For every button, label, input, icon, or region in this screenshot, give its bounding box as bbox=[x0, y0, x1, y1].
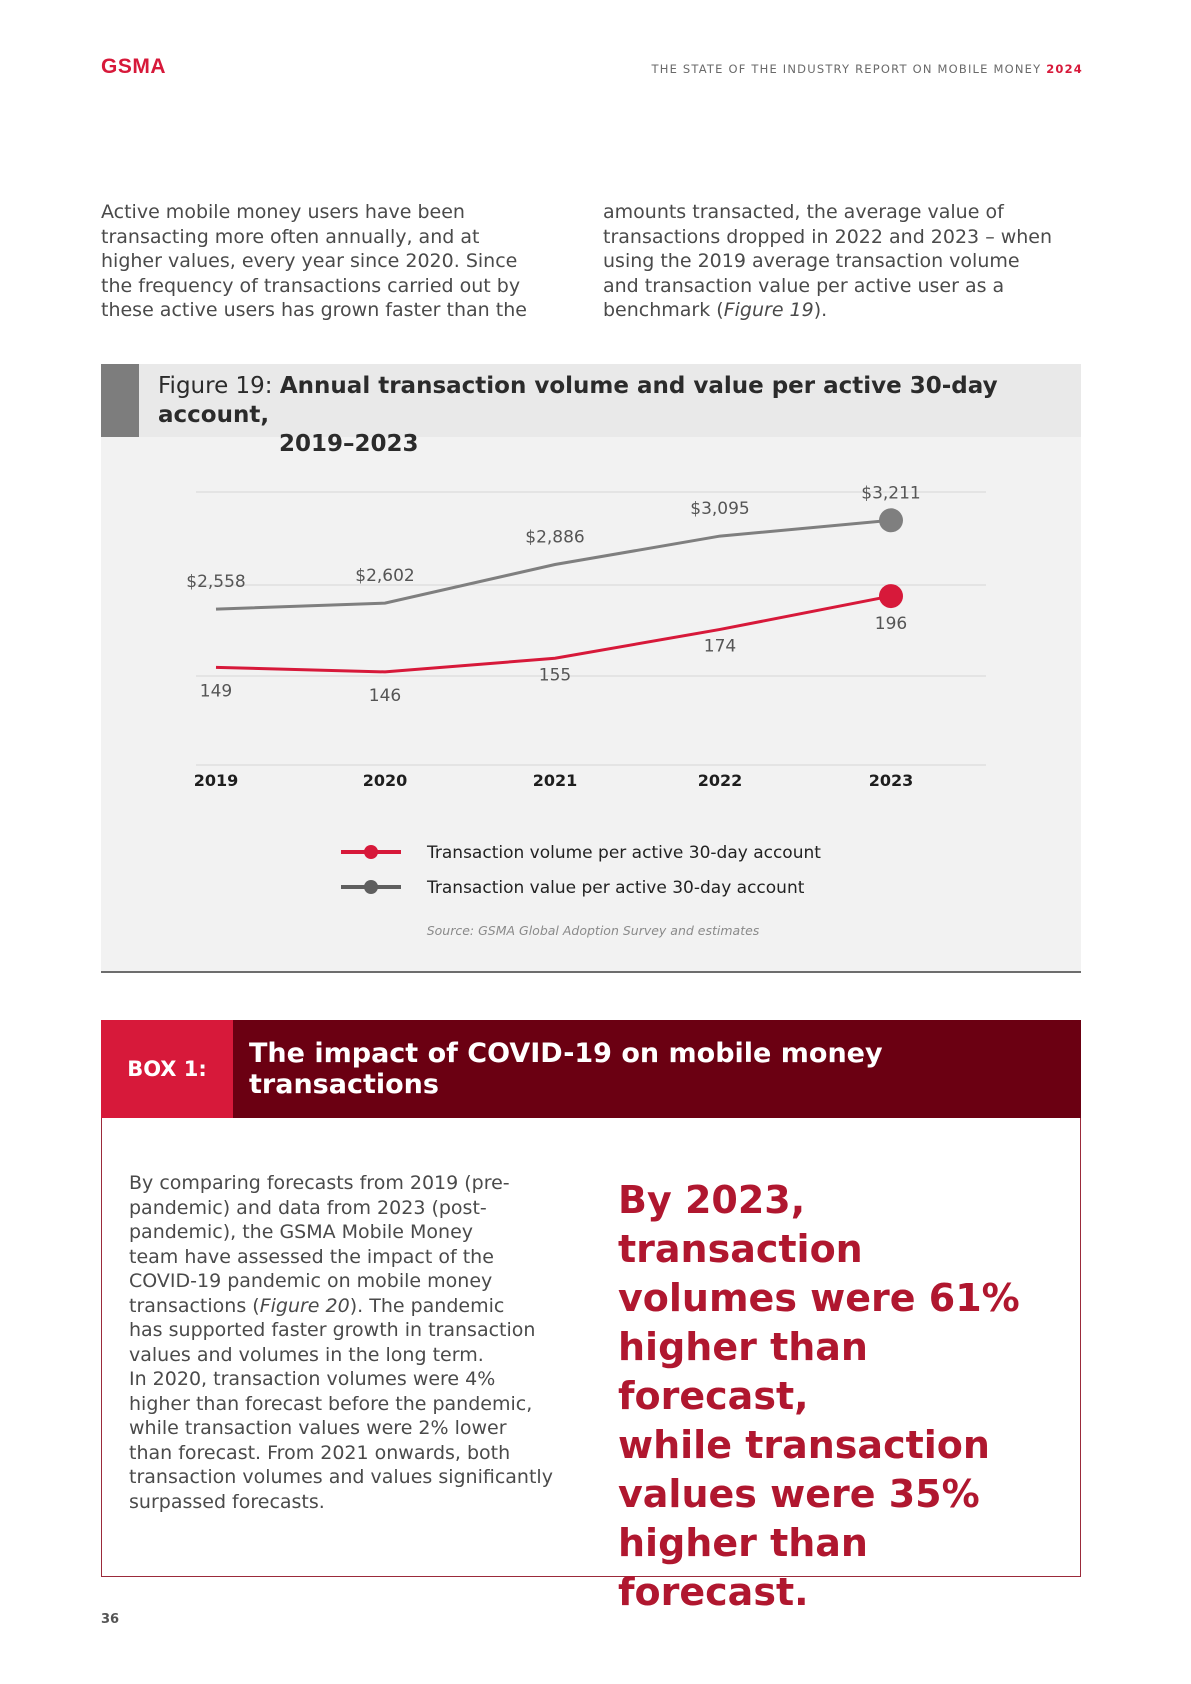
legend-label: Transaction volume per active 30-day acc… bbox=[426, 843, 821, 863]
chart-grid bbox=[196, 491, 986, 766]
intro-line: these active users has grown faster than… bbox=[101, 299, 527, 321]
intro-line: and transaction value per active user as… bbox=[603, 274, 1005, 297]
chart-x-axis: 2019 2020 2021 2022 2023 bbox=[194, 771, 914, 790]
value-data-label: $2,602 bbox=[355, 566, 414, 586]
box-body-line: has supported faster growth in transacti… bbox=[129, 1319, 536, 1341]
figure-bottom-rule bbox=[101, 971, 1081, 973]
figure-title-line1: Annual transaction volume and value per … bbox=[158, 373, 998, 428]
legend-label: Transaction value per active 30-day acco… bbox=[426, 878, 805, 898]
box-body-line: In 2020, transaction volumes were 4% bbox=[129, 1368, 496, 1390]
value-line bbox=[215, 518, 892, 611]
box-body-line: transaction volumes and values significa… bbox=[129, 1466, 553, 1488]
volume-data-label: 174 bbox=[704, 636, 736, 656]
box-body-line: pandemic) and data from 2023 (post- bbox=[129, 1196, 487, 1219]
box-body-line: transactions (Figure 20). The pandemic bbox=[129, 1294, 579, 1319]
page-number: 36 bbox=[101, 1612, 120, 1627]
figure-title-line2: 2019–2023 bbox=[279, 431, 419, 457]
intro-line: Active mobile money users have been bbox=[101, 201, 465, 223]
intro-line: transacting more often annually, and at bbox=[101, 225, 480, 248]
pull-quote-line: while transaction bbox=[618, 1423, 990, 1467]
value-end-marker bbox=[879, 508, 903, 533]
volume-data-label: 155 bbox=[539, 665, 571, 685]
intro-line: higher values, every year since 2020. Si… bbox=[101, 250, 518, 272]
pull-quote: By 2023, transaction volumes were 61% hi… bbox=[618, 1176, 1048, 1617]
x-tick-label: 2020 bbox=[363, 771, 408, 790]
volume-data-label: 196 bbox=[875, 614, 907, 634]
legend-swatch-marker bbox=[364, 880, 378, 894]
box-body-line: team have assessed the impact of the bbox=[129, 1245, 494, 1268]
box-body-line: surpassed forecasts. bbox=[129, 1490, 325, 1513]
value-data-label: $3,211 bbox=[861, 483, 920, 503]
legend-swatch-marker bbox=[364, 845, 378, 859]
volume-data-label: 146 bbox=[369, 686, 401, 706]
box-body-line: while transaction values were 2% lower bbox=[129, 1417, 507, 1439]
intro-line: using the 2019 average transaction volum… bbox=[603, 250, 1020, 272]
box-body-line: values and volumes in the long term. bbox=[129, 1343, 484, 1366]
chart-legend: Transaction volume per active 30-day acc… bbox=[341, 843, 821, 898]
running-year: 2024 bbox=[1046, 62, 1083, 76]
box-body-line: than forecast. From 2021 onwards, both bbox=[129, 1441, 511, 1464]
box-body-text: By comparing forecasts from 2019 (pre- p… bbox=[129, 1171, 579, 1514]
gsma-logo: GSMA bbox=[101, 55, 166, 78]
figure-title: Figure 19: Annual transaction volume and… bbox=[158, 372, 1068, 459]
value-data-label: $2,558 bbox=[186, 572, 245, 592]
x-tick-label: 2023 bbox=[869, 771, 914, 790]
box-body-line: By comparing forecasts from 2019 (pre- bbox=[129, 1172, 510, 1194]
figure-reference: Figure 19 bbox=[723, 299, 814, 321]
volume-line bbox=[215, 594, 892, 674]
figure-number: Figure 19: bbox=[158, 373, 280, 399]
box-body-text: ). The pandemic bbox=[349, 1294, 505, 1317]
running-title: THE STATE OF THE INDUSTRY REPORT ON MOBI… bbox=[651, 62, 1042, 76]
box-title: The impact of COVID-19 on mobile money t… bbox=[233, 1020, 1081, 1118]
box-body-line: higher than forecast before the pandemic… bbox=[129, 1392, 533, 1415]
x-tick-label: 2021 bbox=[533, 771, 578, 790]
figure-source: Source: GSMA Global Adoption Survey and … bbox=[427, 923, 760, 938]
chart-data-labels: $2,558 $2,602 $2,886 $3,095 $3,211 149 146 155 1… bbox=[186, 483, 920, 706]
intro-text: ). bbox=[813, 299, 828, 321]
intro-text: benchmark ( bbox=[603, 299, 724, 321]
value-data-label: $2,886 bbox=[525, 528, 584, 548]
volume-data-label: 149 bbox=[200, 681, 232, 701]
x-tick-label: 2022 bbox=[698, 771, 743, 790]
pull-quote-line: higher than forecast. bbox=[618, 1521, 868, 1614]
value-data-label: $3,095 bbox=[690, 499, 749, 519]
pull-quote-line: values were 35% bbox=[618, 1472, 980, 1516]
volume-end-marker bbox=[879, 584, 903, 609]
pull-quote-line: By 2023, transaction bbox=[618, 1178, 863, 1271]
intro-right-column: amounts transacted, the average value of… bbox=[603, 200, 1083, 323]
pull-quote-line: higher than forecast, bbox=[618, 1325, 868, 1418]
figure-header bbox=[101, 364, 1081, 437]
box-label: BOX 1: bbox=[101, 1020, 233, 1118]
line-chart: $2,558 $2,602 $2,886 $3,095 $3,211 149 146 155 1… bbox=[186, 483, 986, 938]
pull-quote-line: volumes were 61% bbox=[618, 1276, 1020, 1320]
chart-series bbox=[215, 508, 903, 674]
running-header: THE STATE OF THE INDUSTRY REPORT ON MOBI… bbox=[652, 62, 1084, 76]
box-body-text: transactions ( bbox=[129, 1294, 260, 1317]
box-body-line: pandemic), the GSMA Mobile Money bbox=[129, 1221, 474, 1243]
intro-line: benchmark (Figure 19). bbox=[603, 298, 1083, 323]
intro-line: transactions dropped in 2022 and 2023 – … bbox=[603, 225, 1053, 248]
box-body-line: COVID-19 pandemic on mobile money bbox=[129, 1270, 493, 1292]
figure-tab-marker bbox=[101, 364, 139, 437]
intro-line: amounts transacted, the average value of bbox=[603, 201, 1004, 223]
intro-left-column: Active mobile money users have been tran… bbox=[101, 200, 571, 323]
x-tick-label: 2019 bbox=[194, 771, 239, 790]
intro-line: the frequency of transactions carried ou… bbox=[101, 274, 521, 297]
figure-reference: Figure 20 bbox=[259, 1294, 350, 1317]
